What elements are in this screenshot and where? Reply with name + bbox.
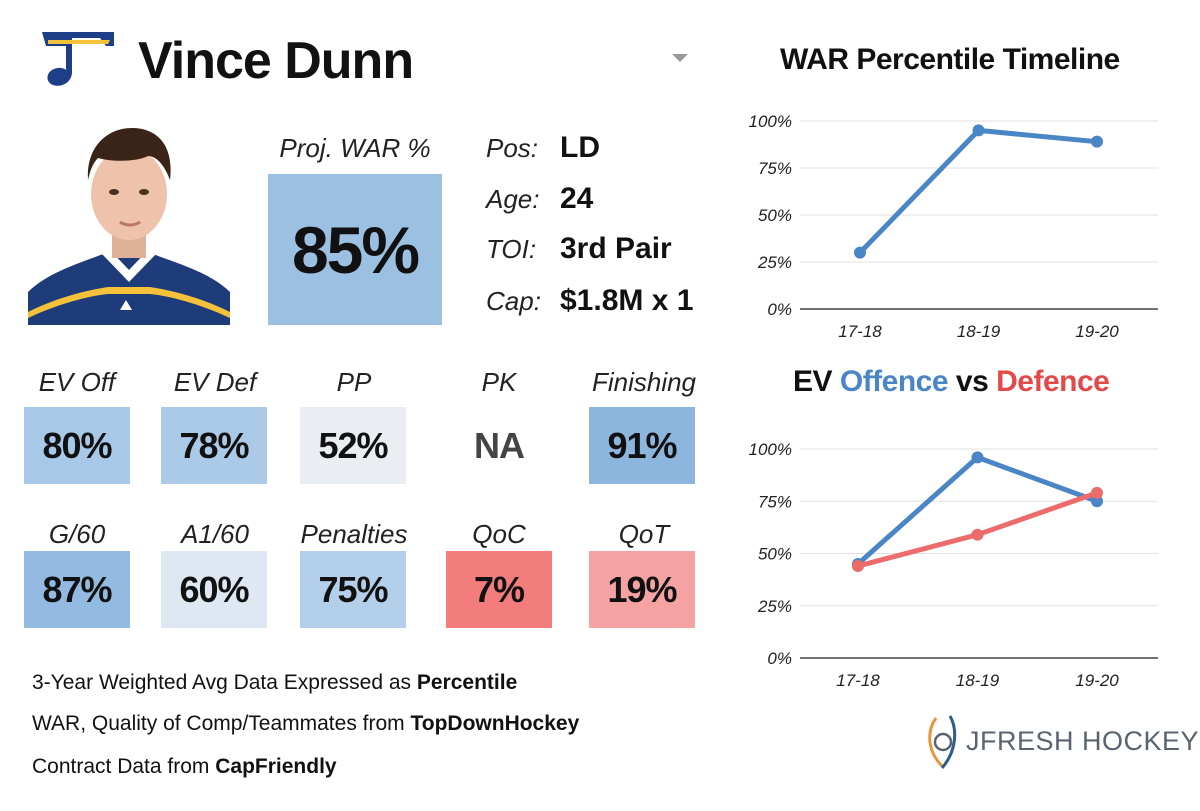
- jfresh-logo-icon: [928, 715, 957, 769]
- ev-chart-ytick-label: 25%: [757, 597, 792, 616]
- footer-line-1-bold: Percentile: [416, 671, 518, 694]
- ev-chart-xtick-label: 19-20: [1075, 671, 1119, 690]
- team-logo-icon: [42, 32, 114, 86]
- proj-war-value: 85%: [268, 174, 442, 325]
- metric-label-penalties: Penalties: [300, 519, 408, 549]
- metric-value-pk: NA: [446, 407, 552, 484]
- war-percentile-chart: 0% 25% 50% 75% 100% 17-18 18-19 19-20: [749, 112, 1158, 341]
- cap-value: $1.8M x 1: [560, 284, 694, 317]
- metric-label-finishing: Finishing: [591, 367, 697, 397]
- metric-value-penalties: 75%: [300, 551, 406, 628]
- ev-chart-data-point: [971, 528, 984, 541]
- metric-value-a160: 60%: [161, 551, 267, 628]
- footer-line-3-bold: CapFriendly: [215, 755, 337, 778]
- footer-line-2: WAR, Quality of Comp/Teammates from TopD…: [32, 711, 579, 737]
- proj-war-label: Proj. WAR %: [279, 133, 431, 163]
- metric-value-ev-off: 80%: [24, 407, 130, 484]
- ev-chart-ytick-label: 0%: [767, 649, 792, 668]
- footer-line-1-text: 3-Year Weighted Avg Data Expressed as: [32, 671, 417, 694]
- metric-label-qot: QoT: [618, 519, 670, 549]
- footer-line-2-bold: TopDownHockey: [410, 712, 580, 735]
- pos-value: LD: [560, 131, 600, 164]
- metric-value-qot: 19%: [589, 551, 695, 628]
- player-dropdown-chevron-icon[interactable]: [672, 54, 688, 62]
- ev-title-defence: Defence: [996, 365, 1110, 398]
- ev-chart-xtick-label: 17-18: [836, 671, 880, 690]
- ev-title-prefix: EV: [793, 365, 840, 398]
- war-chart-data-point: [972, 124, 985, 137]
- war-chart-data-point: [1091, 135, 1103, 148]
- war-chart-ytick-label: 100%: [749, 112, 792, 131]
- metric-label-pp: PP: [336, 367, 372, 397]
- cap-label: Cap:: [486, 286, 541, 316]
- ev-chart-data-point: [1091, 495, 1103, 508]
- footer-line-2-text: WAR, Quality of Comp/Teammates from: [32, 712, 411, 735]
- metric-label-ev-off: EV Off: [38, 367, 116, 397]
- pos-label: Pos:: [486, 133, 539, 163]
- toi-value: 3rd Pair: [560, 232, 672, 265]
- ev-chart-ytick-label: 100%: [749, 440, 792, 459]
- metric-label-pk: PK: [481, 367, 517, 397]
- ev-chart-data-point: [1091, 486, 1103, 499]
- brand-name: JFRESH HOCKEY: [966, 726, 1200, 756]
- ev-chart-data-point: [971, 451, 984, 464]
- war-chart-title: WAR Percentile Timeline: [780, 43, 1120, 76]
- age-value: 24: [560, 182, 594, 215]
- war-chart-xtick-label: 17-18: [838, 322, 882, 341]
- war-chart-xtick-label: 19-20: [1075, 322, 1119, 341]
- ev-chart-data-point: [852, 560, 864, 573]
- war-chart-data-point: [854, 246, 866, 259]
- metric-label-ev-def: EV Def: [173, 367, 257, 397]
- war-chart-xtick-label: 18-19: [957, 322, 1001, 341]
- ev-title-vs: vs: [948, 365, 997, 398]
- metric-label-g60: G/60: [48, 519, 106, 549]
- ev-chart-xtick-label: 18-19: [956, 671, 1000, 690]
- age-label: Age:: [486, 184, 540, 214]
- ev-chart-title: EV Offence vs Defence: [793, 364, 1110, 400]
- footer-line-1: 3-Year Weighted Avg Data Expressed as Pe…: [32, 670, 517, 696]
- metric-value-qoc: 7%: [446, 551, 552, 628]
- war-chart-series-line: [857, 127, 1100, 256]
- war-chart-ytick-label: 75%: [758, 159, 792, 178]
- ev-chart-ytick-label: 50%: [758, 545, 792, 564]
- player-name: Vince Dunn: [138, 32, 414, 90]
- metric-value-ev-def: 78%: [161, 407, 267, 484]
- metric-label-a160: A1/60: [181, 519, 249, 549]
- metric-value-finishing: 91%: [589, 407, 695, 484]
- ev-chart-ytick-label: 75%: [758, 492, 792, 511]
- ev-chart-series-line: [855, 454, 1100, 567]
- war-chart-ytick-label: 50%: [758, 206, 792, 225]
- toi-label: TOI:: [486, 234, 537, 264]
- footer-line-3: Contract Data from CapFriendly: [32, 754, 337, 780]
- metric-value-pp: 52%: [300, 407, 406, 484]
- war-chart-ytick-label: 0%: [767, 300, 792, 319]
- player-photo: [28, 122, 230, 325]
- metric-value-g60: 87%: [24, 551, 130, 628]
- ev-offence-defence-chart: 0% 25% 50% 75% 100% 17-18 18-19 19-20: [749, 440, 1158, 690]
- ev-title-offence: Offence: [839, 365, 949, 398]
- war-chart-ytick-label: 25%: [757, 253, 792, 272]
- metric-label-qoc: QoC: [472, 519, 526, 549]
- footer-line-3-text: Contract Data from: [32, 755, 216, 778]
